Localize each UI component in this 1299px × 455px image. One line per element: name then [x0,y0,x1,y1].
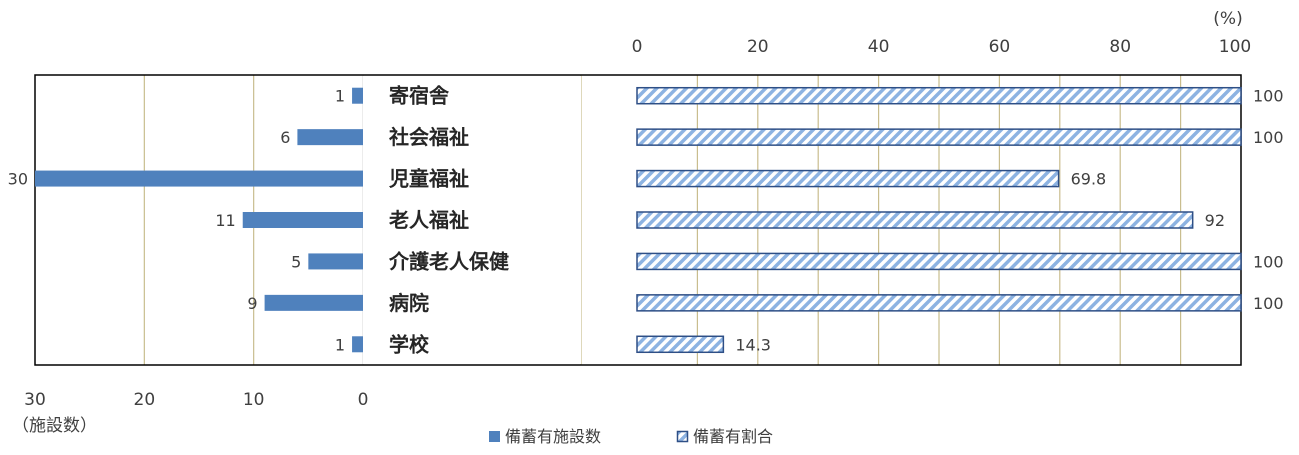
ratio-tick-label: 100 [1219,37,1251,57]
category-label: 児童福祉 [388,167,469,191]
count-bar [264,294,363,311]
count-value-label: 1 [335,335,345,354]
ratio-value-label: 92 [1205,211,1225,230]
count-value-label: 30 [8,170,28,189]
ratio-bar [636,294,1242,312]
ratio-tick-label: 0 [632,37,643,57]
ratio-value-label: 100 [1253,252,1284,271]
ratio-tick-label: 40 [868,37,890,57]
facility-count-chart: 1 6 30 11 5 9 1 [8,87,363,354]
count-bar [297,129,363,146]
count-bar [308,253,363,270]
count-tick-label: 0 [358,390,369,410]
legend-label-count: 備蓄有施設数 [505,427,601,446]
count-value-label: 6 [280,128,290,147]
count-value-label: 5 [291,252,301,271]
ratio-bar [636,335,725,354]
category-label: 病院 [389,291,429,315]
ratio-bar [636,86,1242,105]
ratio-bar [636,211,1194,229]
ratio-chart: 100 100 69.8 92 100 100 14.3 [636,86,1284,354]
count-tick-label: 10 [243,390,265,410]
category-label: 学校 [389,332,430,356]
legend-swatch-count [489,431,500,442]
ratio-tick-label: 80 [1109,37,1131,57]
ratio-tick-label: 20 [747,37,769,57]
count-bar [352,336,363,353]
legend-swatch-ratio [676,430,689,443]
category-label-band [363,76,581,364]
legend-label-ratio: 備蓄有割合 [693,427,773,446]
ratio-value-label: 100 [1253,128,1284,147]
count-bar [352,87,363,104]
ratio-tick-label: 60 [989,37,1011,57]
percent-unit-label: (%) [1213,9,1242,29]
ratio-bar [636,169,1060,188]
plot-frame [34,74,1242,366]
count-bar [35,170,363,187]
category-label: 寄宿舎 [389,84,450,108]
category-label: 介護老人保健 [388,249,509,273]
ratio-value-label: 14.3 [735,335,771,354]
ratio-value-label: 100 [1253,87,1284,106]
ratio-value-label: 69.8 [1071,170,1107,189]
ratio-value-label: 100 [1253,294,1284,313]
count-value-label: 9 [247,294,257,313]
category-label: 老人福祉 [389,208,469,232]
legend: 備蓄有施設数 備蓄有割合 [489,427,773,446]
ratio-bar [636,252,1242,271]
ratio-bar [636,128,1242,146]
count-value-label: 11 [215,211,235,230]
count-tick-label: 20 [134,390,156,410]
facility-count-axis-label: （施設数） [12,416,97,436]
count-tick-label: 30 [24,390,46,410]
count-value-label: 1 [335,87,345,106]
count-bar [242,212,363,228]
category-label: 社会福祉 [388,125,469,149]
